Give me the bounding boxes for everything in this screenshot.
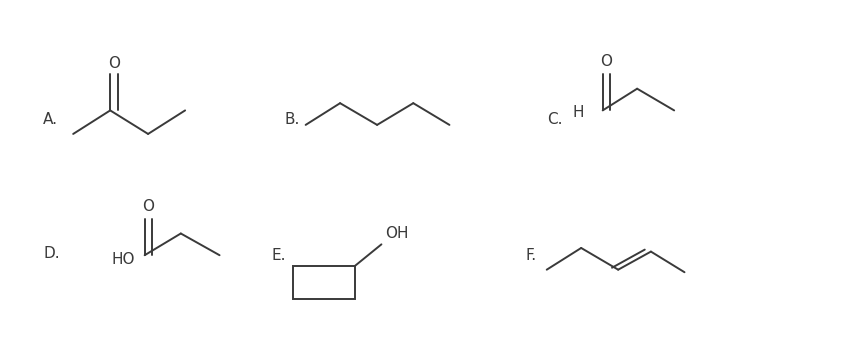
Text: O: O (143, 199, 154, 214)
Text: C.: C. (547, 112, 562, 127)
Text: O: O (601, 54, 612, 69)
Text: OH: OH (385, 227, 408, 241)
Text: O: O (108, 56, 120, 71)
Text: F.: F. (525, 248, 536, 263)
Text: HO: HO (112, 252, 135, 267)
Text: B.: B. (284, 112, 300, 127)
Text: A.: A. (43, 112, 58, 127)
Bar (293, 266, 355, 299)
Text: D.: D. (43, 246, 59, 261)
Text: E.: E. (271, 248, 286, 263)
Text: H: H (573, 105, 584, 121)
